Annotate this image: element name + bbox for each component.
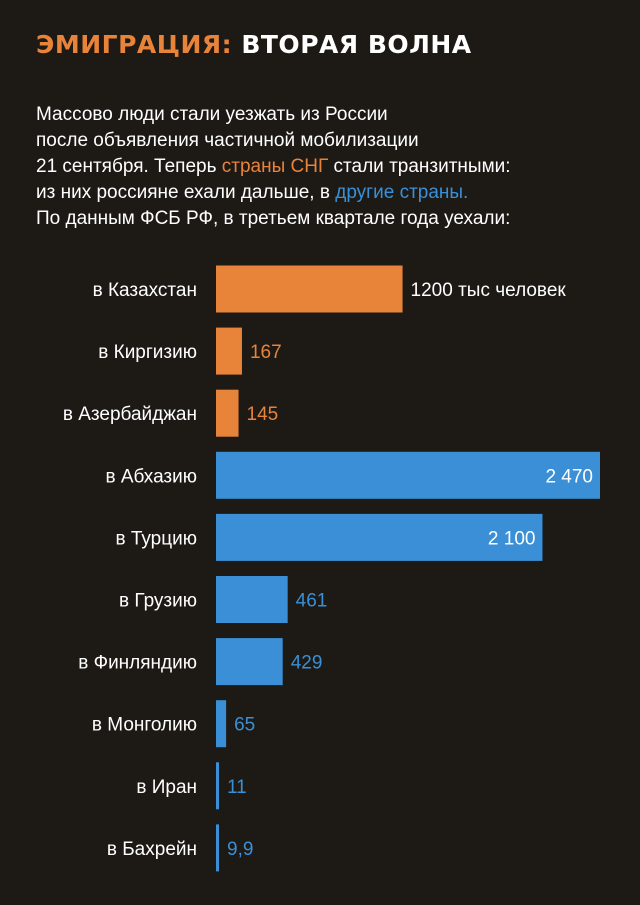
category-label: в Абхазию	[105, 466, 197, 487]
bar	[216, 327, 242, 375]
value-label: 11	[227, 777, 247, 798]
bar	[216, 389, 239, 437]
intro-line-3-start: 21 сентября. Теперь	[36, 156, 222, 177]
title-rest: ВТОРАЯ ВОЛНА	[232, 30, 472, 59]
category-label: в Бахрейн	[107, 839, 197, 860]
intro-line-4: из них россияне ехали дальше, в другие с…	[36, 180, 511, 206]
bar	[216, 824, 219, 872]
value-label: 167	[250, 342, 282, 363]
category-label: в Иран	[136, 777, 197, 798]
bar	[216, 265, 403, 313]
intro-line-5: По данным ФСБ РФ, в третьем квартале год…	[36, 208, 511, 229]
bar	[216, 700, 227, 748]
category-label: в Киргизию	[98, 342, 197, 363]
bar	[216, 576, 288, 623]
value-label: 2 470	[545, 466, 593, 487]
value-label: 1200 тыс человек	[411, 280, 567, 301]
bar	[216, 638, 283, 686]
value-label: 145	[247, 404, 279, 425]
intro-line-4-start: из них россияне ехали дальше, в	[36, 182, 336, 203]
intro-text: Массово люди стали уезжать из России пос…	[36, 102, 511, 232]
category-label: в Финляндию	[78, 653, 197, 674]
intro-line-1: Массово люди стали уезжать из России	[36, 104, 388, 125]
title-accent: ЭМИГРАЦИЯ:	[36, 30, 233, 59]
other-countries-highlight: другие страны.	[335, 182, 469, 203]
value-label: 461	[296, 591, 328, 612]
page-title: ЭМИГРАЦИЯ: ВТОРАЯ ВОЛНА	[36, 30, 472, 59]
bar	[216, 762, 219, 810]
value-label: 429	[291, 653, 323, 674]
value-label: 2 100	[488, 528, 536, 549]
category-label: в Грузию	[119, 591, 197, 612]
category-label: в Казахстан	[93, 280, 197, 301]
value-label: 65	[234, 715, 255, 736]
category-label: в Турцию	[115, 528, 197, 549]
category-label: в Азербайджан	[63, 404, 197, 425]
intro-line-3-end: стали транзитными:	[328, 156, 511, 177]
bar	[216, 513, 543, 561]
value-label: 9,9	[227, 839, 253, 860]
intro-line-3: 21 сентября. Теперь страны СНГ стали тра…	[36, 154, 511, 180]
category-label: в Монголию	[92, 715, 197, 736]
intro-line-2: после объявления частичной мобилизации	[36, 130, 419, 151]
bar	[216, 451, 600, 499]
cis-highlight: страны СНГ	[221, 156, 329, 177]
